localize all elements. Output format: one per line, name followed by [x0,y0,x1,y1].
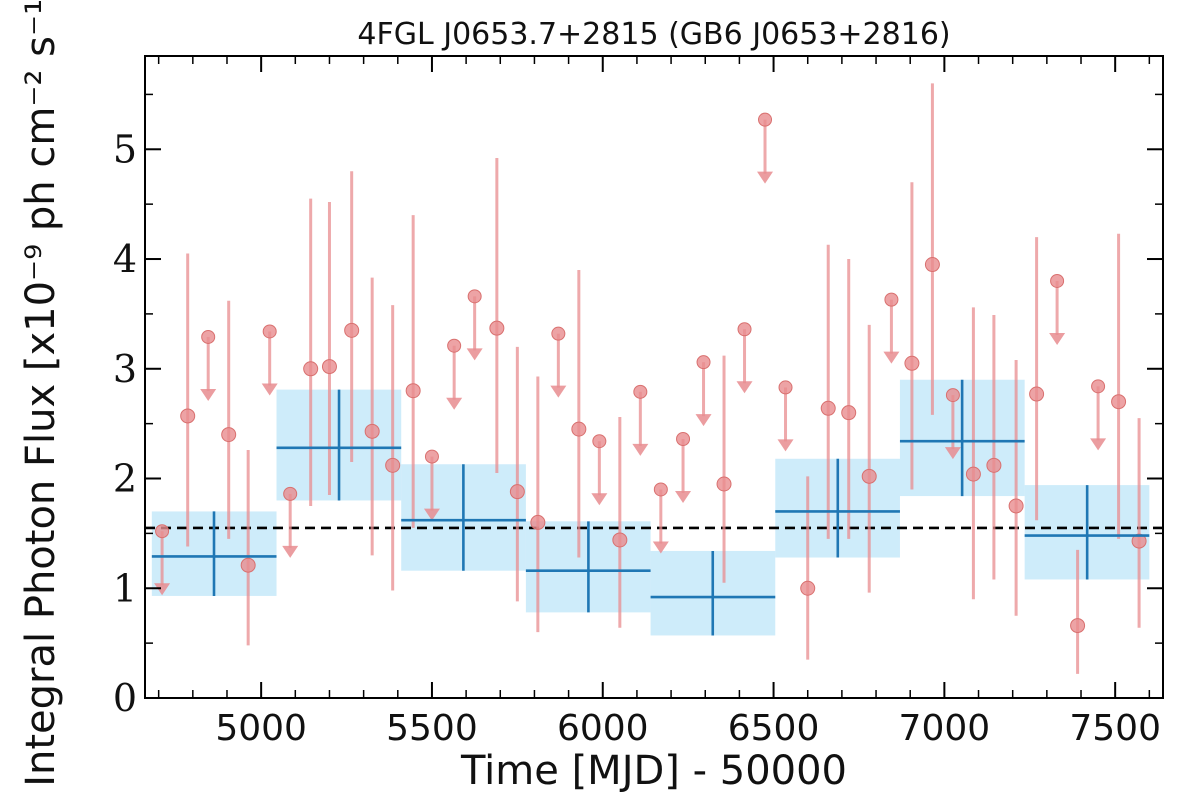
tick-labels: 5000 5500 6000 6500 7000 7500 0 1 2 3 4 5 [113,127,1161,749]
upper-limit-point [201,329,216,344]
upper-limits-layer [154,112,1107,596]
upper-limit-arrow [695,414,712,427]
upper-limit-arrow [423,508,440,521]
y-tick-label: 2 [113,457,137,501]
upper-limit-arrow [591,493,608,506]
axis-ticks [145,56,1163,699]
upper-limit-point [262,324,277,339]
upper-limit-point [884,292,899,307]
flux-point [1029,386,1045,402]
upper-limit-arrow [282,545,299,558]
flux-point [221,427,237,443]
upper-limit-point [283,486,298,501]
x-tick-label: 6500 [728,708,820,749]
flux-point [1008,498,1024,514]
x-tick-label: 7500 [1069,708,1161,749]
upper-limit-arrow [466,348,483,361]
upper-limit-point [551,326,566,341]
flux-point [240,557,256,573]
flux-point [489,320,505,336]
upper-limit-point [653,482,668,497]
upper-limit-arrow [777,439,794,452]
flux-point [986,457,1002,473]
y-tick-label: 4 [113,237,137,281]
upper-limit-arrow [675,491,692,504]
flux-points-layer [180,83,1147,674]
flux-point [1070,618,1086,634]
binned-flux-markers-layer [151,379,1150,636]
flux-point [571,421,587,437]
flux-point [405,383,421,399]
y-tick-label: 0 [113,676,137,720]
plot-frame [144,55,1164,699]
x-tick-label: 5000 [215,708,307,749]
flux-point [1131,533,1147,549]
upper-limit-point [633,384,648,399]
upper-limit-point [945,388,960,403]
y-tick-label: 3 [113,347,137,391]
upper-limit-point [424,449,439,464]
upper-limit-arrow [632,443,649,456]
y-axis-label: Integral Photon Flux [x10⁻⁹ ph cm⁻² s⁻¹] [18,0,64,787]
upper-limit-arrow [883,351,900,364]
y-tick-label: 1 [113,566,137,610]
flux-point [344,322,360,338]
flux-point [924,257,940,273]
upper-limit-arrow [550,385,567,398]
x-tick-label: 6000 [557,708,649,749]
upper-limit-arrow [261,383,278,396]
flux-point [303,361,319,377]
upper-limit-arrow [446,397,463,410]
upper-limit-arrow [757,171,774,184]
flux-point [364,423,380,439]
flux-point [612,532,628,548]
flux-point [509,484,525,500]
upper-limit-arrow [944,447,961,460]
upper-limit-arrow [154,583,171,596]
upper-limit-point [592,434,607,449]
flux-point [1111,394,1127,410]
flux-point [321,359,337,375]
flux-point [861,468,877,484]
upper-limit-point [778,380,793,395]
flux-point [841,405,857,421]
upper-limit-point [1050,273,1065,288]
flux-point [904,355,920,371]
chart-title: 4FGL J0653.7+2815 (GB6 J0653+2816) [357,17,950,52]
upper-limit-point [155,524,170,539]
flux-point [180,408,196,424]
y-tick-label: 5 [113,127,137,171]
upper-limit-arrow [1049,332,1066,345]
x-tick-label: 7000 [899,708,991,749]
flux-point [820,400,836,416]
upper-limit-point [758,112,773,127]
flux-point [965,466,981,482]
upper-limit-point [1091,379,1106,394]
upper-limit-arrow [1090,438,1107,451]
upper-limit-arrow [652,541,669,554]
x-axis-label: Time [MJD] - 50000 [460,748,847,794]
upper-limit-point [737,322,752,337]
upper-limit-point [447,338,462,353]
flux-point [800,580,816,596]
upper-limit-point [467,289,482,304]
flux-point [385,457,401,473]
flux-point [716,476,732,492]
upper-limit-arrow [200,388,217,401]
upper-limit-point [676,432,691,447]
upper-limit-point [696,355,711,370]
flux-point [530,514,546,530]
upper-limit-arrow [736,381,753,394]
x-tick-label: 5500 [386,708,478,749]
